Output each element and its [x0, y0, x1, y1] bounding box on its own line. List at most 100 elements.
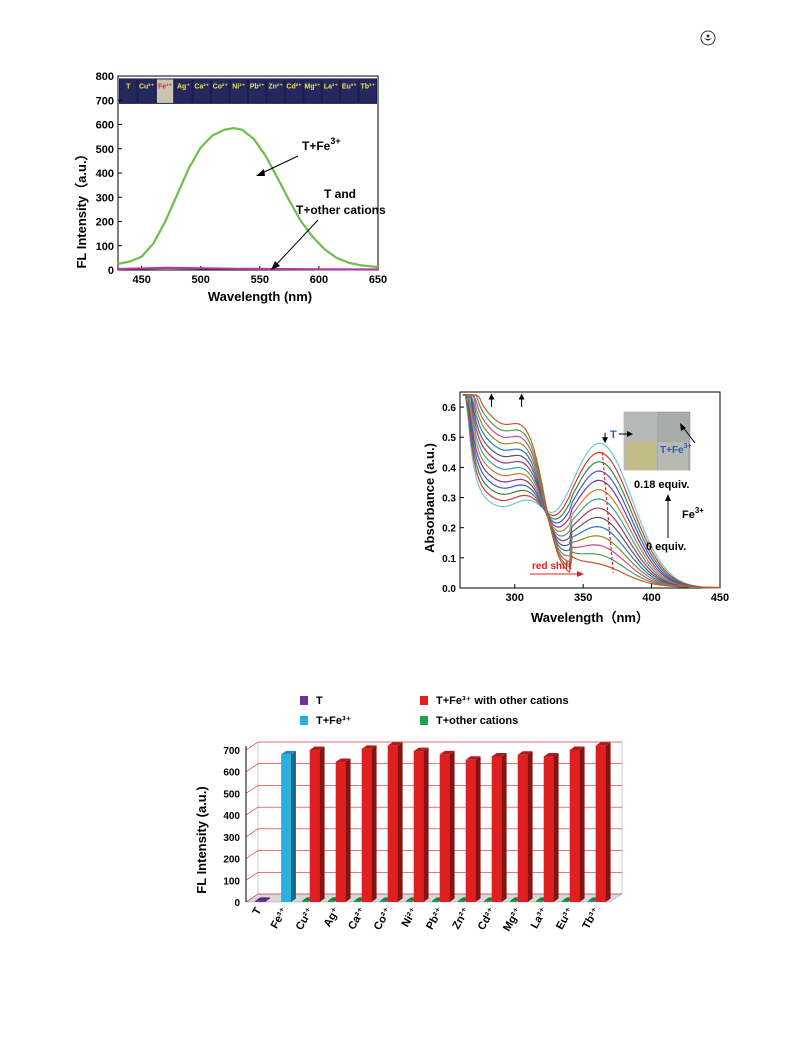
grid-line-side — [245, 850, 259, 859]
x-tick-label-6: Ni²⁺ — [400, 905, 421, 929]
bar-4-side — [371, 745, 377, 902]
vial-label-7: Pb²⁺ — [250, 82, 265, 90]
grid-line-side — [245, 893, 259, 903]
bar-3-side — [345, 758, 351, 902]
bar-10-side — [527, 751, 533, 902]
grid-line-side — [245, 763, 259, 772]
vial-label-9: Cd²⁺ — [286, 82, 302, 90]
bar-11 — [543, 756, 554, 902]
vial-label-6: Ni²⁺ — [232, 82, 245, 90]
x-tick-label-12: Eu³⁺ — [554, 905, 576, 932]
bar-7-top — [439, 750, 455, 755]
bar-2-side — [319, 746, 325, 902]
y-axis-label: FL Intensity（a.u.） — [74, 147, 89, 268]
x-tick-label: 500 — [192, 274, 210, 286]
y-axis-label: Absorbance (a.u.) — [422, 443, 437, 553]
y-tick-label: 0 — [108, 265, 114, 277]
x-tick-label: 600 — [310, 274, 328, 286]
up-arrowhead-1 — [518, 393, 525, 400]
x-tick-label: 350 — [574, 592, 592, 604]
y-tick-label: 600 — [223, 768, 240, 779]
bar-2-top — [309, 746, 325, 750]
abs-series-line-1 — [462, 394, 720, 589]
x-tick-label-3: Ag⁺ — [322, 905, 343, 929]
absorbance-annotations: T T+Fe3+ 0.18 equiv. Fe3+ 0 equiv. red s… — [530, 411, 704, 577]
bar-7 — [439, 754, 450, 902]
bar-9 — [491, 756, 502, 902]
bar-other-8 — [457, 900, 464, 902]
x-tick-label: 550 — [251, 274, 269, 286]
fluorescence-annotations: T+Fe3+ T and T+other cations — [256, 136, 386, 270]
vial-4 — [193, 79, 211, 103]
vial-6 — [230, 79, 247, 103]
down-arrowhead — [602, 437, 609, 444]
x-axis-label: Wavelength（nm） — [531, 610, 649, 625]
bar-other-4 — [353, 900, 360, 902]
bar-2 — [309, 750, 320, 902]
grid-line-side — [245, 828, 259, 838]
bar-other-9 — [483, 900, 490, 902]
vial-0 — [120, 79, 137, 103]
selectivity-bars: T Fe³⁺ Cu²⁺ Ag⁺ Ca²⁺ Co²⁺ Ni²⁺ Pb²⁺ Zn²⁺ Cd²⁺ Mg²⁺… — [250, 742, 611, 933]
bar-10-top — [517, 751, 533, 755]
bar-other-6 — [405, 900, 412, 902]
bar-5-top — [387, 742, 403, 746]
y-tick-label: 0.4 — [442, 463, 456, 474]
vial-label-0: T — [126, 83, 131, 90]
y-tick-label: 0.1 — [442, 554, 456, 565]
fluorescence-spectra-chart: T Cu²⁺ Fe³⁺ Ag⁺ Ca²⁺ Co²⁺ Ni²⁺ Pb²⁺ Zn²⁺ Cd²⁺ Mg²⁺… — [74, 71, 387, 304]
y-tick-label: 0 — [234, 898, 240, 909]
annotation-t-other-cations: T+other cations — [296, 203, 386, 217]
bar-5 — [387, 745, 398, 902]
legend-label-0: T — [316, 695, 323, 707]
annotation-arrowhead-fe — [256, 169, 265, 176]
vial-label-13: Tb³⁺ — [360, 82, 375, 90]
y-tick-label: 0.2 — [442, 524, 456, 535]
vial-5 — [212, 79, 229, 103]
grid-line-side — [245, 741, 259, 751]
legend-swatch-1 — [300, 716, 308, 725]
bar-other-7 — [431, 900, 438, 902]
bar-other-13 — [587, 900, 594, 902]
vial-label-3: Ag⁺ — [177, 82, 190, 90]
vial-label-2: Fe³⁺ — [158, 82, 173, 90]
vial-8 — [267, 79, 284, 103]
x-tick-label-13: Tb³⁺ — [580, 905, 602, 931]
y-tick-label: 700 — [223, 746, 240, 757]
bar-1 — [281, 754, 291, 902]
x-tick-label: 400 — [642, 592, 660, 604]
x-tick-label: 450 — [132, 274, 150, 286]
annotation-red-shift: red shift — [532, 561, 572, 572]
bar-other-11 — [535, 900, 542, 902]
bar-12-top — [569, 746, 585, 750]
bar-7-side — [449, 750, 455, 902]
x-tick-label-2: Cu²⁺ — [294, 905, 317, 932]
absorbance-series — [462, 393, 721, 589]
vial-2 — [156, 79, 174, 103]
bar-13-top — [595, 742, 611, 746]
bar-13-side — [605, 742, 611, 902]
x-tick-label-11: La³⁺ — [529, 905, 551, 930]
red-shift-dashed-arrow — [601, 452, 614, 573]
annotation-arrowhead-others — [271, 261, 280, 270]
bar-6-side — [423, 747, 429, 902]
inset-label-t: T — [610, 429, 617, 441]
bar-other-10 — [509, 900, 516, 902]
vial-13 — [359, 79, 376, 103]
y-tick-label: 400 — [223, 811, 240, 822]
x-tick-label: 650 — [369, 274, 387, 286]
vial-11 — [322, 79, 340, 103]
vial-label-5: Co²⁺ — [213, 82, 229, 90]
y-tick-label: 200 — [96, 217, 114, 229]
legend-swatch-2 — [420, 696, 428, 705]
bar-1-side — [290, 750, 296, 902]
annotation-t-and: T and — [324, 187, 356, 201]
vial-label-10: Mg²⁺ — [304, 82, 320, 90]
grid-line-side — [245, 872, 259, 881]
abs-series-line-0 — [462, 394, 720, 589]
x-tick-label: 450 — [711, 592, 729, 604]
abs-series-line-3 — [462, 394, 720, 589]
annotation-t-fe: T+Fe3+ — [302, 136, 341, 153]
vial-photo-strip: T Cu²⁺ Fe³⁺ Ag⁺ Ca²⁺ Co²⁺ Ni²⁺ Pb²⁺ Zn²⁺ Cd²⁺ Mg²⁺… — [119, 78, 377, 104]
y-axis-label: FL Intensity (a.u.) — [194, 786, 209, 893]
